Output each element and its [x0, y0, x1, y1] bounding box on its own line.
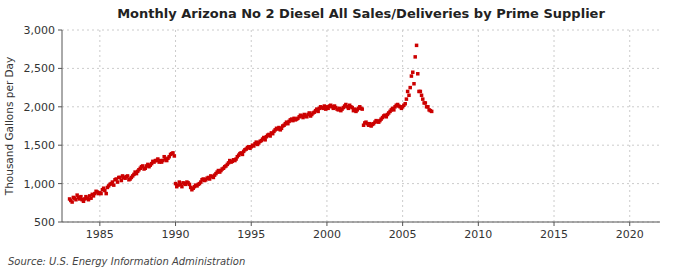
- grid-line: [62, 145, 660, 146]
- tick-mark: [478, 222, 479, 226]
- grid-line: [62, 68, 660, 69]
- point: [99, 192, 103, 196]
- tick-mark: [629, 222, 630, 226]
- grid-line: [62, 30, 660, 31]
- tick-label: 2005: [389, 228, 417, 241]
- point: [403, 102, 407, 106]
- tick-mark: [251, 222, 252, 226]
- point: [405, 97, 409, 101]
- point: [407, 94, 411, 98]
- point: [263, 138, 267, 142]
- grid-line: [175, 30, 176, 222]
- tick-mark: [58, 145, 62, 146]
- point: [410, 74, 414, 78]
- tick-mark: [58, 222, 62, 223]
- point: [408, 86, 412, 90]
- tick-label: 1,000: [24, 178, 56, 191]
- point: [360, 107, 364, 111]
- tick-mark: [99, 222, 100, 226]
- tick-mark: [58, 30, 62, 31]
- tick-label: 1990: [162, 228, 190, 241]
- tick-label: 2,000: [24, 101, 56, 114]
- point: [406, 90, 410, 94]
- point: [104, 192, 108, 196]
- point: [79, 195, 83, 199]
- tick-mark: [175, 222, 176, 226]
- point: [416, 72, 420, 76]
- point: [415, 44, 419, 48]
- point: [120, 179, 124, 183]
- tick-label: 2,500: [24, 62, 56, 75]
- grid-line: [326, 30, 327, 222]
- grid-line: [62, 222, 660, 223]
- chart: 1985 1990 1995 2000 2005 2010 2015 2020 500 1,000…: [0, 0, 675, 275]
- point: [171, 151, 175, 155]
- point: [103, 189, 107, 193]
- x-axis-line: [62, 222, 660, 223]
- point: [116, 180, 120, 184]
- point: [419, 90, 423, 94]
- grid-line: [629, 30, 630, 222]
- grid-line: [402, 30, 403, 222]
- tick-mark: [554, 222, 555, 226]
- grid-line: [478, 30, 479, 222]
- source-note: Source: U.S. Energy Information Administ…: [8, 256, 245, 267]
- title: Monthly Arizona No 2 Diesel All Sales/De…: [117, 6, 605, 21]
- point: [188, 183, 192, 187]
- tick-label: 2010: [464, 228, 492, 241]
- tick-mark: [58, 68, 62, 69]
- point: [241, 153, 245, 157]
- point: [424, 101, 428, 105]
- tick-label: 1995: [237, 228, 265, 241]
- grid: [62, 30, 660, 222]
- point: [411, 70, 415, 74]
- tick-mark: [326, 222, 327, 226]
- point: [413, 55, 417, 59]
- grid-line: [62, 183, 660, 184]
- grid-line: [251, 30, 252, 222]
- point: [412, 82, 416, 86]
- tick-label: 1985: [86, 228, 114, 241]
- point: [70, 200, 74, 204]
- plot-area: [62, 30, 660, 222]
- tick-mark: [58, 106, 62, 107]
- point: [421, 97, 425, 101]
- point: [173, 154, 177, 158]
- point: [430, 110, 434, 114]
- axes: 1985 1990 1995 2000 2005 2010 2015 2020 500 1,000…: [24, 24, 661, 241]
- tick-mark: [58, 183, 62, 184]
- tick-label: 3,000: [24, 24, 56, 37]
- point: [420, 94, 424, 98]
- tick-mark: [402, 222, 403, 226]
- points: [68, 44, 434, 204]
- point: [316, 110, 320, 114]
- point: [392, 108, 396, 112]
- tick-label: 2020: [616, 228, 644, 241]
- y-axis-label: Thousand Gallons per Day: [3, 57, 15, 197]
- grid-line: [554, 30, 555, 222]
- y-axis-line: [62, 30, 63, 222]
- tick-label: 500: [34, 216, 55, 229]
- tick-label: 2000: [313, 228, 341, 241]
- point: [112, 183, 116, 187]
- tick-label: 1,500: [24, 139, 56, 152]
- point: [426, 105, 430, 109]
- point: [126, 174, 130, 178]
- point: [180, 185, 184, 189]
- tick-label: 2015: [540, 228, 568, 241]
